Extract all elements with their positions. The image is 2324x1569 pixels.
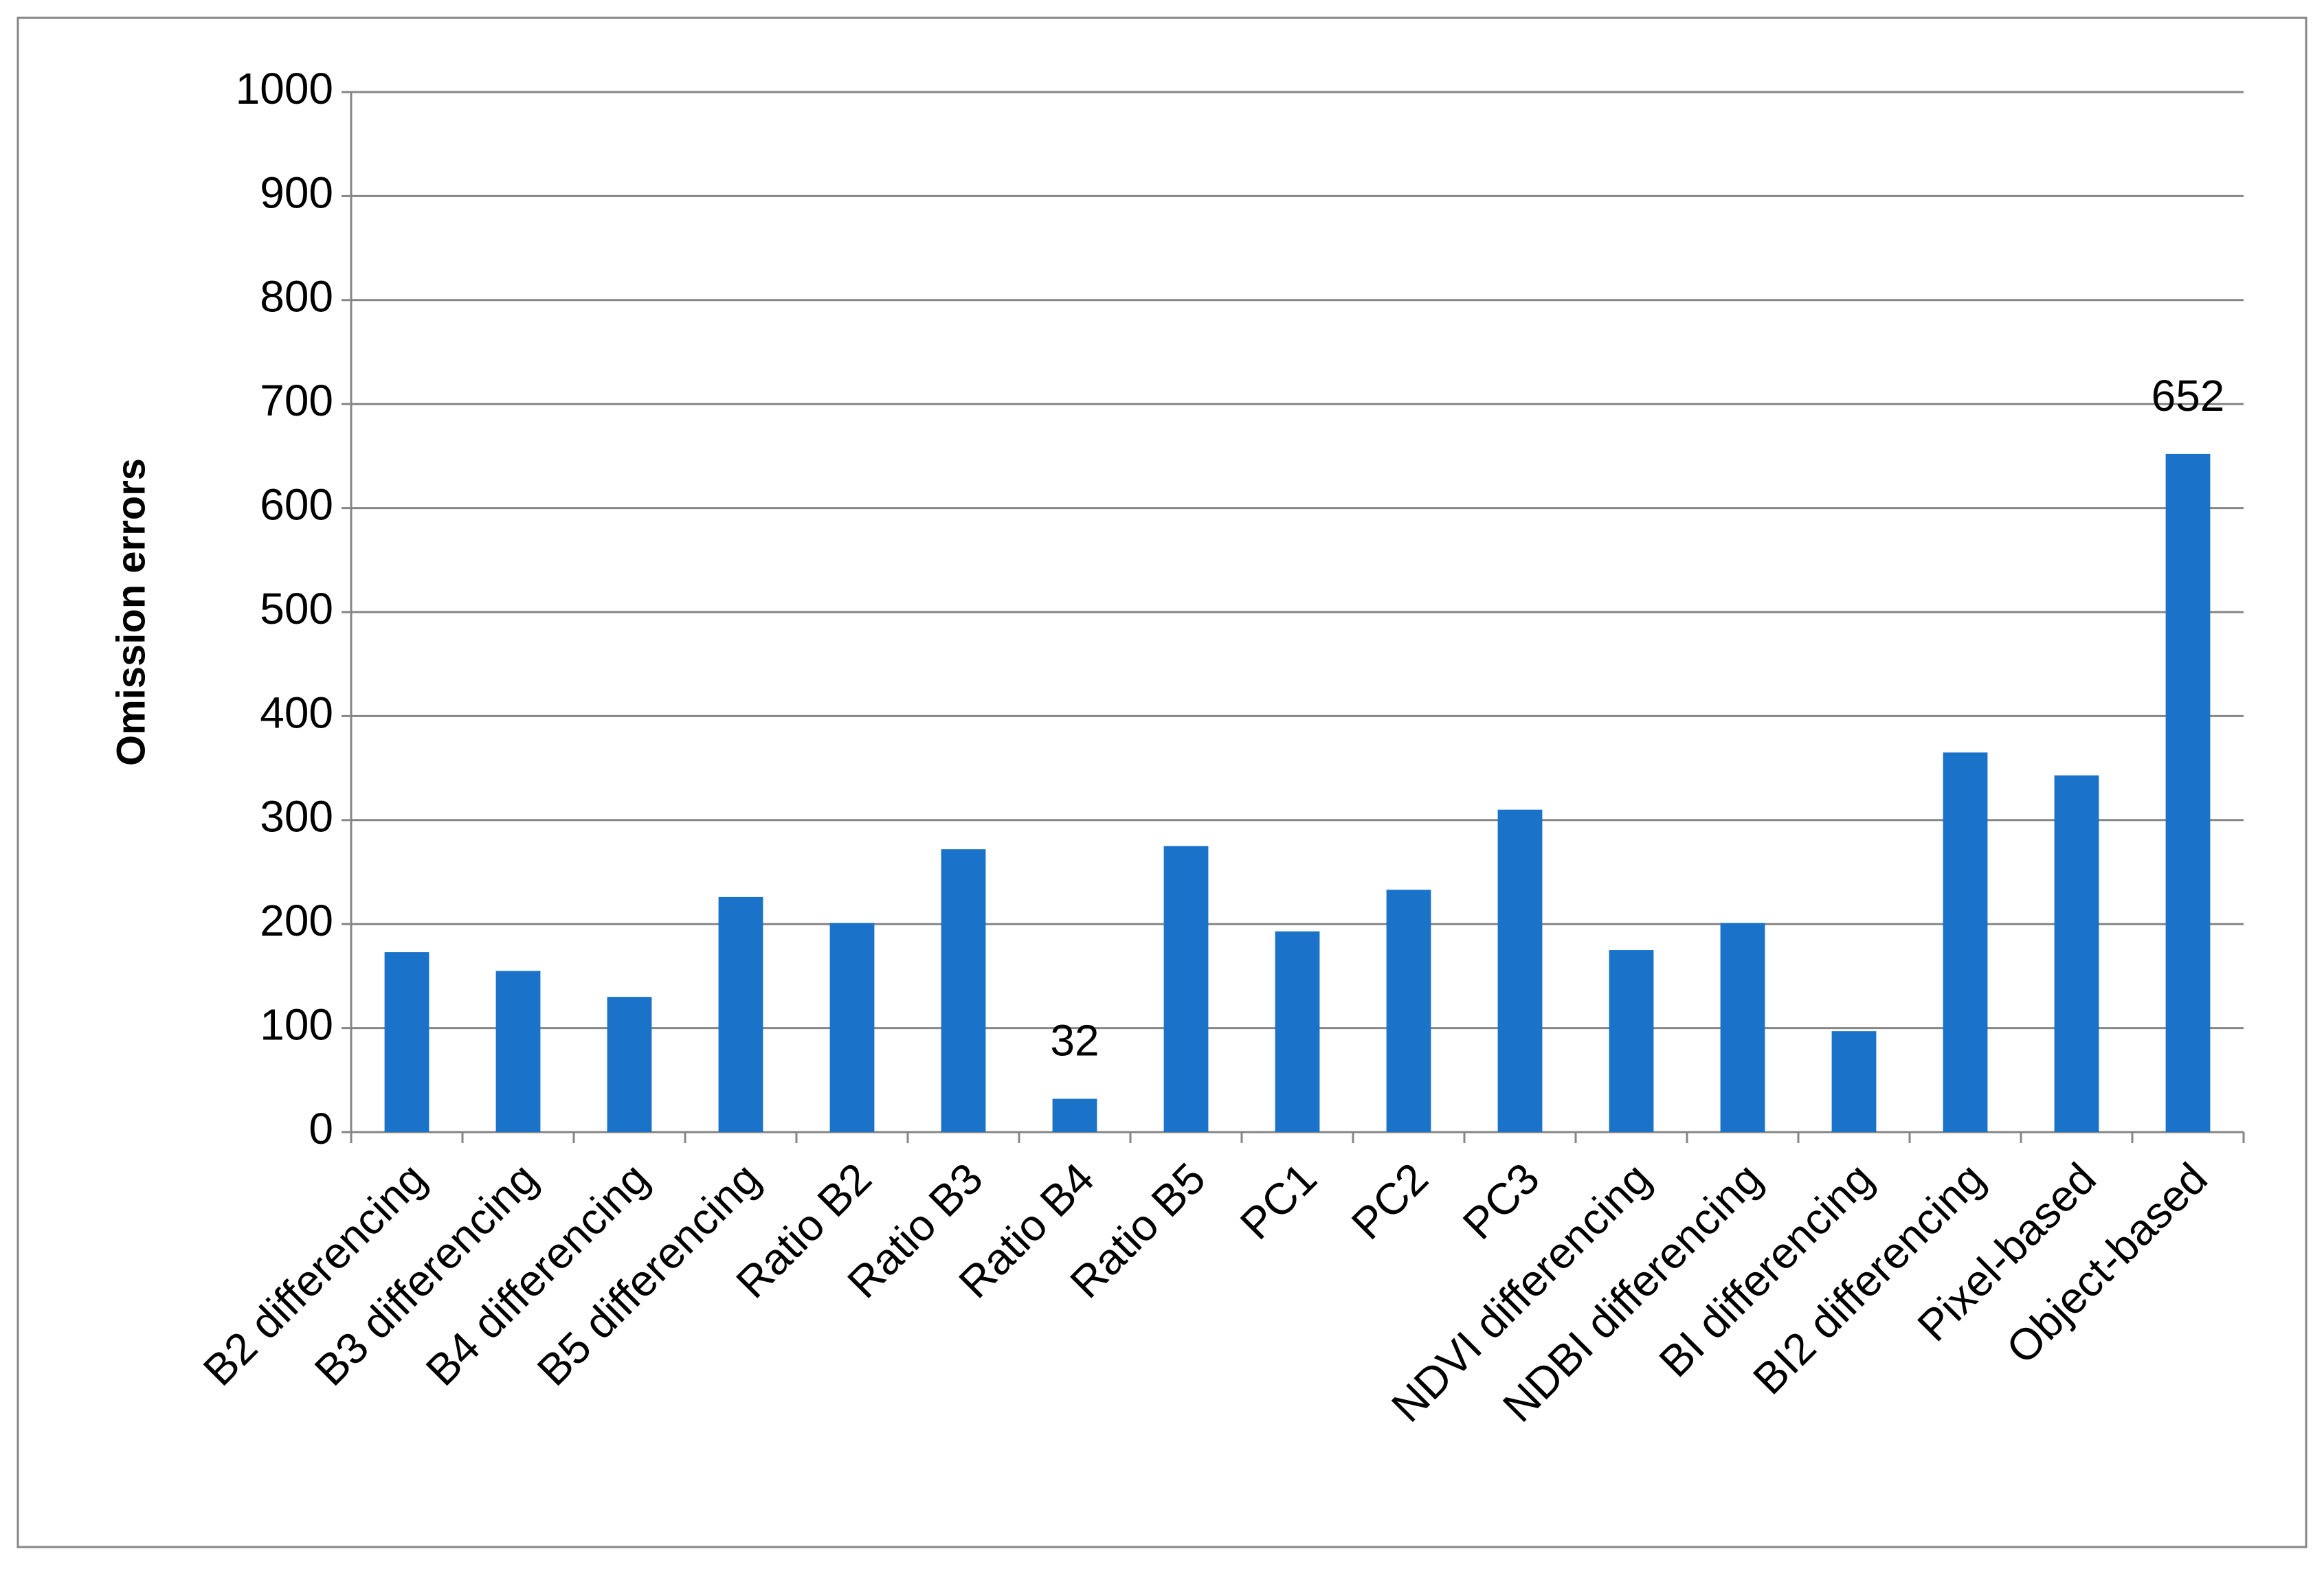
bar <box>607 997 652 1132</box>
bar <box>1386 890 1431 1132</box>
bar <box>1497 809 1543 1132</box>
bar <box>1720 923 1765 1132</box>
y-tick-label: 0 <box>309 1104 333 1153</box>
bar <box>495 971 541 1132</box>
y-tick-label: 800 <box>260 272 333 321</box>
y-tick-label: 400 <box>260 688 333 737</box>
bar <box>1163 846 1209 1132</box>
data-label: 32 <box>1050 1015 1099 1065</box>
bar <box>829 923 875 1132</box>
bar <box>1831 1031 1877 1132</box>
y-tick-label: 700 <box>260 376 333 425</box>
y-tick-label: 1000 <box>236 64 333 113</box>
data-label: 652 <box>2152 371 2225 420</box>
y-tick-label: 500 <box>260 584 333 633</box>
y-tick-label: 100 <box>260 1000 333 1050</box>
bar <box>941 849 986 1132</box>
bar <box>1609 950 1654 1132</box>
bar <box>1275 931 1320 1132</box>
bar <box>1052 1098 1097 1132</box>
bar <box>2054 775 2099 1132</box>
bar <box>718 896 763 1132</box>
bar <box>1943 752 1988 1132</box>
bar <box>2165 453 2211 1132</box>
y-tick-label: 300 <box>260 792 333 842</box>
y-axis-title: Omission errors <box>109 458 153 766</box>
y-tick-label: 200 <box>260 896 333 945</box>
chart-border <box>16 16 2308 1548</box>
bar <box>384 952 429 1132</box>
y-tick-label: 900 <box>260 168 333 217</box>
y-tick-label: 600 <box>260 480 333 530</box>
